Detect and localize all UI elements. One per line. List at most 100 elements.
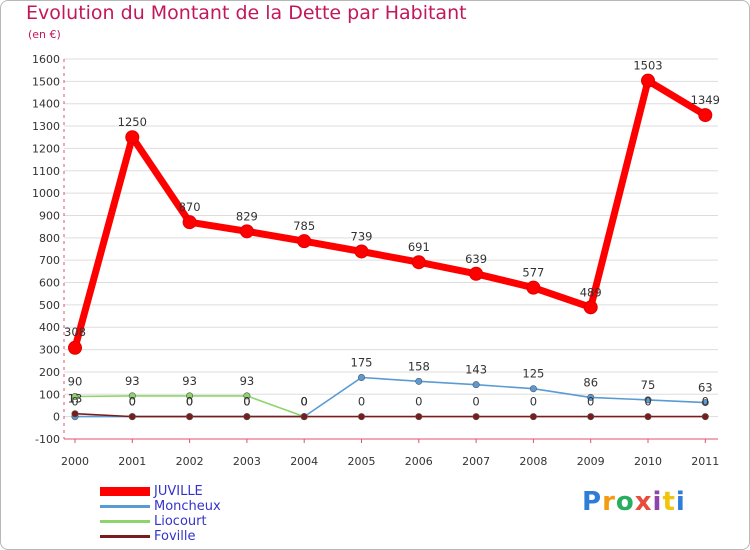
data-label: 0: [129, 395, 136, 409]
y-tick-label: 400: [39, 321, 60, 334]
legend-label-moncheux: Moncheux: [154, 499, 221, 514]
logo-letter: x: [634, 487, 653, 517]
y-tick-label: 900: [39, 209, 60, 222]
data-point: [243, 413, 251, 421]
legend-item: JUVILLE: [100, 484, 221, 499]
data-label: 0: [587, 395, 594, 409]
data-label: 0: [186, 395, 193, 409]
y-tick-label: 1200: [32, 142, 60, 155]
y-tick-label: 1000: [32, 187, 60, 200]
data-point: [186, 392, 194, 400]
data-label: 0: [415, 395, 422, 409]
data-label: 75: [641, 378, 656, 392]
data-point: [71, 393, 79, 401]
data-point: [587, 393, 595, 401]
data-point: [300, 413, 308, 421]
data-point: [701, 413, 709, 421]
data-point: [469, 266, 484, 281]
data-label: 90: [68, 375, 83, 389]
legend-item: Moncheux: [100, 499, 221, 514]
data-point: [297, 234, 312, 249]
data-label: 63: [698, 381, 713, 395]
data-label: 829: [236, 209, 258, 223]
data-point: [128, 392, 136, 400]
y-tick-label: 500: [39, 299, 60, 312]
logo-letter: r: [602, 487, 616, 517]
data-point: [415, 377, 423, 385]
data-label: 0: [301, 395, 308, 409]
data-point: [354, 244, 369, 259]
data-label: 1503: [633, 59, 662, 73]
y-tick-label: 1300: [32, 120, 60, 133]
data-point: [125, 130, 140, 145]
legend-swatch-juville: [100, 487, 150, 496]
series-line-foville: [74, 412, 706, 418]
data-label: 0: [186, 395, 193, 409]
legend-swatch-liocourt: [100, 520, 150, 523]
data-point: [357, 374, 365, 382]
data-point: [644, 413, 652, 421]
legend-item: Liocourt: [100, 514, 221, 529]
data-label: 93: [240, 374, 255, 388]
data-point: [186, 413, 194, 421]
data-point: [529, 413, 537, 421]
data-point: [472, 413, 480, 421]
data-point: [529, 385, 537, 393]
data-point: [526, 280, 541, 295]
y-tick-label: 800: [39, 232, 60, 245]
legend-label-foville: Foville: [154, 529, 196, 544]
data-label: 0: [472, 395, 479, 409]
data-point: [411, 255, 426, 270]
y-tick-label: 1100: [32, 165, 60, 178]
data-point: [243, 392, 251, 400]
data-label: 691: [408, 240, 430, 254]
proxiti-logo[interactable]: Proxiti: [582, 487, 686, 517]
y-tick-label: 300: [39, 344, 60, 357]
data-label: 739: [351, 229, 373, 243]
x-tick-label: 2000: [61, 455, 89, 468]
data-label: 0: [301, 395, 308, 409]
data-label: 0: [702, 395, 709, 409]
y-tick-label: 600: [39, 277, 60, 290]
chart-title: Evolution du Montant de la Dette par Hab…: [26, 2, 467, 24]
x-tick-label: 2003: [233, 455, 261, 468]
legend: JUVILLE Moncheux Liocourt Foville: [100, 484, 221, 544]
data-point: [239, 224, 254, 239]
y-tick-label: 1600: [32, 53, 60, 66]
legend-label-juville: JUVILLE: [154, 484, 203, 499]
y-tick-label: 700: [39, 254, 60, 267]
x-tick-label: 2004: [290, 455, 318, 468]
data-label: 0: [301, 395, 308, 409]
data-label: 175: [351, 356, 373, 370]
data-label: 0: [243, 395, 250, 409]
data-point: [68, 340, 82, 355]
x-tick-label: 2011: [691, 455, 719, 468]
y-tick-label: 1500: [32, 75, 60, 88]
data-label: 0: [530, 395, 537, 409]
data-point: [698, 108, 713, 123]
x-tick-label: 2006: [405, 455, 433, 468]
data-label: 0: [243, 395, 250, 409]
legend-swatch-foville: [100, 535, 150, 538]
logo-letter: o: [615, 487, 635, 517]
data-label: 86: [583, 375, 598, 389]
legend-item: Foville: [100, 529, 221, 544]
data-label: 577: [522, 266, 544, 280]
data-point: [128, 413, 136, 421]
y-tick-label: 1400: [32, 98, 60, 111]
x-tick-label: 2001: [118, 455, 146, 468]
data-label: 0: [71, 395, 78, 409]
data-point: [472, 381, 480, 389]
logo-letter: i: [652, 487, 663, 517]
data-label: 125: [522, 367, 544, 381]
x-tick-label: 2009: [577, 455, 605, 468]
chart-subtitle: (en €): [28, 28, 61, 41]
x-tick-label: 2005: [348, 455, 376, 468]
data-label: 870: [179, 200, 201, 214]
series-line-moncheux: [75, 376, 706, 418]
x-tick-label: 2002: [176, 455, 204, 468]
data-point: [357, 413, 365, 421]
logo-letter: P: [582, 487, 603, 517]
